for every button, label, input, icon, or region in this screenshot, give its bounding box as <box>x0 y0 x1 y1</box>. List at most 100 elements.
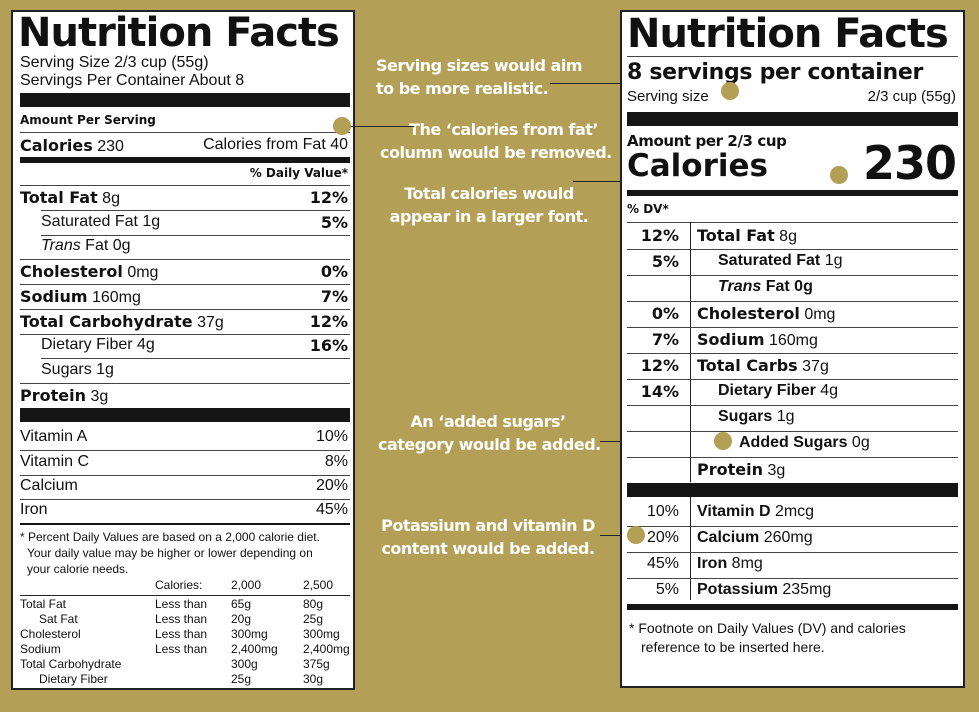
leader-line-calories-fat <box>342 126 414 127</box>
annotation-line: The ‘calories from fat’ <box>409 120 598 139</box>
old-row-total-carbohydrate: Total Carbohydrate 37g <box>20 312 224 332</box>
annotation-line: category would be added. <box>378 435 601 454</box>
nutrient-name: Cholesterol <box>697 304 800 323</box>
new-dv-header: % DV* <box>627 202 669 216</box>
table-cell: 80g <box>303 597 324 611</box>
footnote-line: reference to be inserted here. <box>641 639 825 655</box>
nutrient-name: Iron <box>697 555 728 572</box>
table-cell: Sat Fat <box>39 612 78 626</box>
table-cell: 2,400mg <box>231 642 278 656</box>
new-calories-label: Calories <box>627 148 768 184</box>
nutrient-name: Vitamin D <box>697 503 771 520</box>
divider <box>627 379 958 380</box>
old-row-saturated-fat: Saturated Fat 1g <box>41 213 160 231</box>
nutrient-name: Protein <box>697 460 763 479</box>
new-label-title: Nutrition Facts <box>627 11 949 57</box>
new-row-total-fat: Total Fat 8g <box>697 226 797 246</box>
new-dv-cholesterol: 0% <box>651 304 679 323</box>
old-row-trans-fat: Trans Fat 0g <box>41 237 131 255</box>
thick-divider <box>627 483 958 497</box>
new-row-saturated-fat: Saturated Fat 1g <box>718 252 843 270</box>
divider <box>627 526 958 527</box>
old-footnote-table: Total Fat Less than 65g 80g Sat Fat Less tha… <box>20 597 350 687</box>
old-calories-value: 230 <box>97 138 124 155</box>
nutrient-name: Sodium <box>697 330 765 349</box>
divider <box>20 132 350 133</box>
new-dv-total-carbs: 12% <box>640 356 679 375</box>
thick-divider <box>627 112 958 126</box>
table-cell: Less than <box>155 612 208 626</box>
old-nutrition-label: Nutrition Facts Serving Size 2/3 cup (55… <box>11 10 355 690</box>
old-dv-cholesterol: 0% <box>320 262 348 281</box>
footnote-line: * Percent Daily Values are based on a 2,… <box>20 530 320 544</box>
nutrient-name: Added Sugars <box>739 434 848 451</box>
annotation-serving-size: Serving sizes would aim to be more reali… <box>376 54 582 100</box>
old-daily-value-header: % Daily Value* <box>249 166 348 180</box>
new-row-calcium: Calcium 260mg <box>697 529 813 547</box>
old-row-protein: Protein 3g <box>20 386 108 406</box>
divider <box>20 284 350 285</box>
divider <box>627 578 958 579</box>
table-row: Total Carbohydrate 300g 375g <box>20 657 350 672</box>
nutrient-amount: 0g <box>851 434 870 451</box>
table-cell: 375g <box>303 657 330 671</box>
nutrient-name: Total Carbs <box>697 356 798 375</box>
table-cell: 25g <box>303 612 324 626</box>
divider <box>627 222 958 223</box>
old-dv-saturated-fat: 5% <box>320 213 348 232</box>
thick-divider <box>20 93 350 107</box>
divider <box>20 450 350 451</box>
nutrient-amount: Fat 0g <box>85 237 131 254</box>
nutrient-amount: 4g <box>820 382 839 399</box>
footnote-header-cell: 2,000 <box>231 578 262 592</box>
new-dv-vitamin-d: 10% <box>646 503 679 520</box>
old-row-sodium: Sodium 160mg <box>20 287 141 307</box>
nutrient-name: Calcium <box>697 529 760 546</box>
divider <box>20 309 350 310</box>
nutrient-amount: 235mg <box>782 581 832 598</box>
annotation-added-sugars: An ‘added sugars’ category would be adde… <box>378 410 601 456</box>
new-row-iron: Iron 8mg <box>697 555 763 573</box>
footnote-header-cell: Calories: <box>155 578 203 592</box>
new-dv-calcium: 20% <box>646 529 679 546</box>
table-cell: 65g <box>231 597 252 611</box>
old-row-dietary-fiber: Dietary Fiber 4g <box>41 336 155 354</box>
nutrient-name: Total Fat <box>697 226 775 245</box>
nutrient-amount: 1g <box>96 361 114 378</box>
annotation-line: An ‘added sugars’ <box>410 412 566 431</box>
nutrient-amount: 2mcg <box>774 503 815 520</box>
new-dv-potassium: 5% <box>655 581 679 598</box>
new-row-vitamin-d: Vitamin D 2mcg <box>697 503 814 521</box>
nutrient-name: Dietary Fiber <box>718 382 816 399</box>
old-footnote-header: Calories: 2,000 2,500 <box>155 578 333 592</box>
nutrient-amount: 1g <box>824 252 843 269</box>
table-cell: 2,400mg <box>303 642 350 656</box>
column-separator <box>690 222 691 482</box>
old-dv-total-fat: 12% <box>309 188 348 207</box>
old-row-calcium: Calcium <box>20 477 78 494</box>
thick-divider <box>20 408 350 422</box>
old-dv-iron: 45% <box>315 501 348 518</box>
new-row-sugars: Sugars 1g <box>718 408 795 426</box>
divider <box>627 353 958 354</box>
annotation-line: Serving sizes would aim <box>376 56 582 75</box>
nutrient-amount: 3g <box>90 388 109 405</box>
old-calories-from-fat: Calories from Fat 40 <box>203 136 348 153</box>
old-label-title: Nutrition Facts <box>18 10 340 56</box>
nutrient-amount: 37g <box>197 314 224 331</box>
new-calories-value: 230 <box>862 136 957 190</box>
table-row: Total Fat Less than 65g 80g <box>20 597 350 612</box>
divider <box>41 235 350 236</box>
nutrient-name: Potassium <box>697 581 778 598</box>
divider <box>20 499 350 500</box>
divider <box>627 552 958 553</box>
nutrient-amount: 1g <box>776 408 795 425</box>
table-cell: 20g <box>231 612 252 626</box>
old-row-sugars: Sugars 1g <box>41 361 114 379</box>
old-dv-vitamin-a: 10% <box>315 428 348 445</box>
medium-divider <box>20 157 350 163</box>
table-cell: Less than <box>155 627 208 641</box>
nutrient-amount: 8g <box>102 190 120 207</box>
column-separator <box>690 496 691 600</box>
new-amount-per: Amount per 2/3 cup <box>627 132 787 150</box>
